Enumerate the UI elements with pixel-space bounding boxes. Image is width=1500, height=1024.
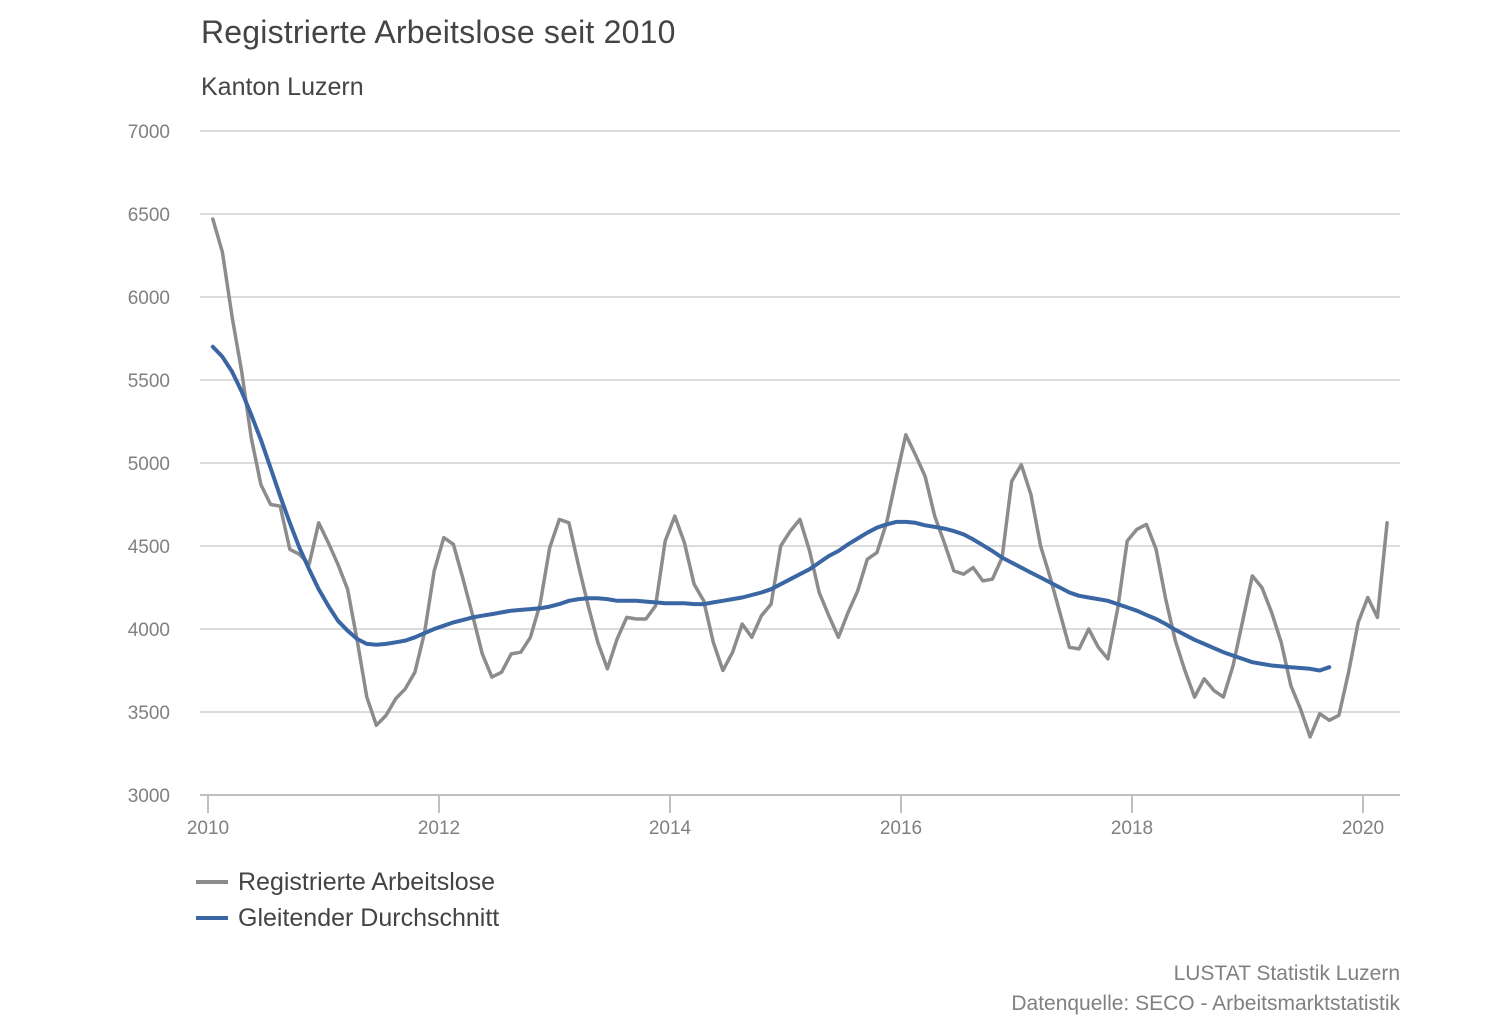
x-axis: 2010 2012 2014 2016 2018 2020 xyxy=(187,794,1400,839)
gridlines xyxy=(200,130,1400,713)
y-tick-label: 3000 xyxy=(128,786,170,807)
footer-data-source: Datenquelle: SECO - Arbeitsmarktstatisti… xyxy=(1011,992,1400,1015)
legend-label: Gleitender Durchschnitt xyxy=(238,903,500,932)
legend-swatch-blue xyxy=(196,916,228,920)
y-tick-label: 5500 xyxy=(128,371,170,392)
x-tick-label: 2010 xyxy=(187,818,229,839)
y-tick-label: 4000 xyxy=(128,620,170,641)
x-tick-label: 2018 xyxy=(1111,818,1153,839)
y-tick-label: 5000 xyxy=(128,454,170,475)
x-tick-label: 2012 xyxy=(418,818,460,839)
y-tick-label: 7000 xyxy=(128,122,170,143)
legend-swatch-gray xyxy=(196,880,228,884)
legend-item-gleitender-durchschnitt[interactable]: Gleitender Durchschnitt xyxy=(196,900,499,936)
y-tick-label: 4500 xyxy=(128,537,170,558)
x-tick-label: 2020 xyxy=(1342,818,1384,839)
legend: Registrierte Arbeitslose Gleitender Durc… xyxy=(196,864,499,936)
y-tick-label: 6500 xyxy=(128,205,170,226)
chart-title: Registrierte Arbeitslose seit 2010 xyxy=(201,14,676,50)
footer-source-org: LUSTAT Statistik Luzern xyxy=(1173,962,1400,985)
legend-item-registrierte-arbeitslose[interactable]: Registrierte Arbeitslose xyxy=(196,864,499,900)
x-tick-label: 2014 xyxy=(649,818,692,839)
y-tick-label: 3500 xyxy=(128,703,170,724)
x-tick-label: 2016 xyxy=(880,818,922,839)
y-tick-label: 6000 xyxy=(128,288,170,309)
series-line-gleitender-durchschnitt xyxy=(210,344,1332,673)
legend-label: Registrierte Arbeitslose xyxy=(238,867,496,896)
series-line-registrierte-arbeitslose xyxy=(211,217,1389,739)
chart-subtitle: Kanton Luzern xyxy=(201,73,364,101)
series-group xyxy=(210,217,1389,739)
y-axis: 3000 3500 4000 4500 5000 5500 6000 6500 7000 xyxy=(128,122,170,807)
